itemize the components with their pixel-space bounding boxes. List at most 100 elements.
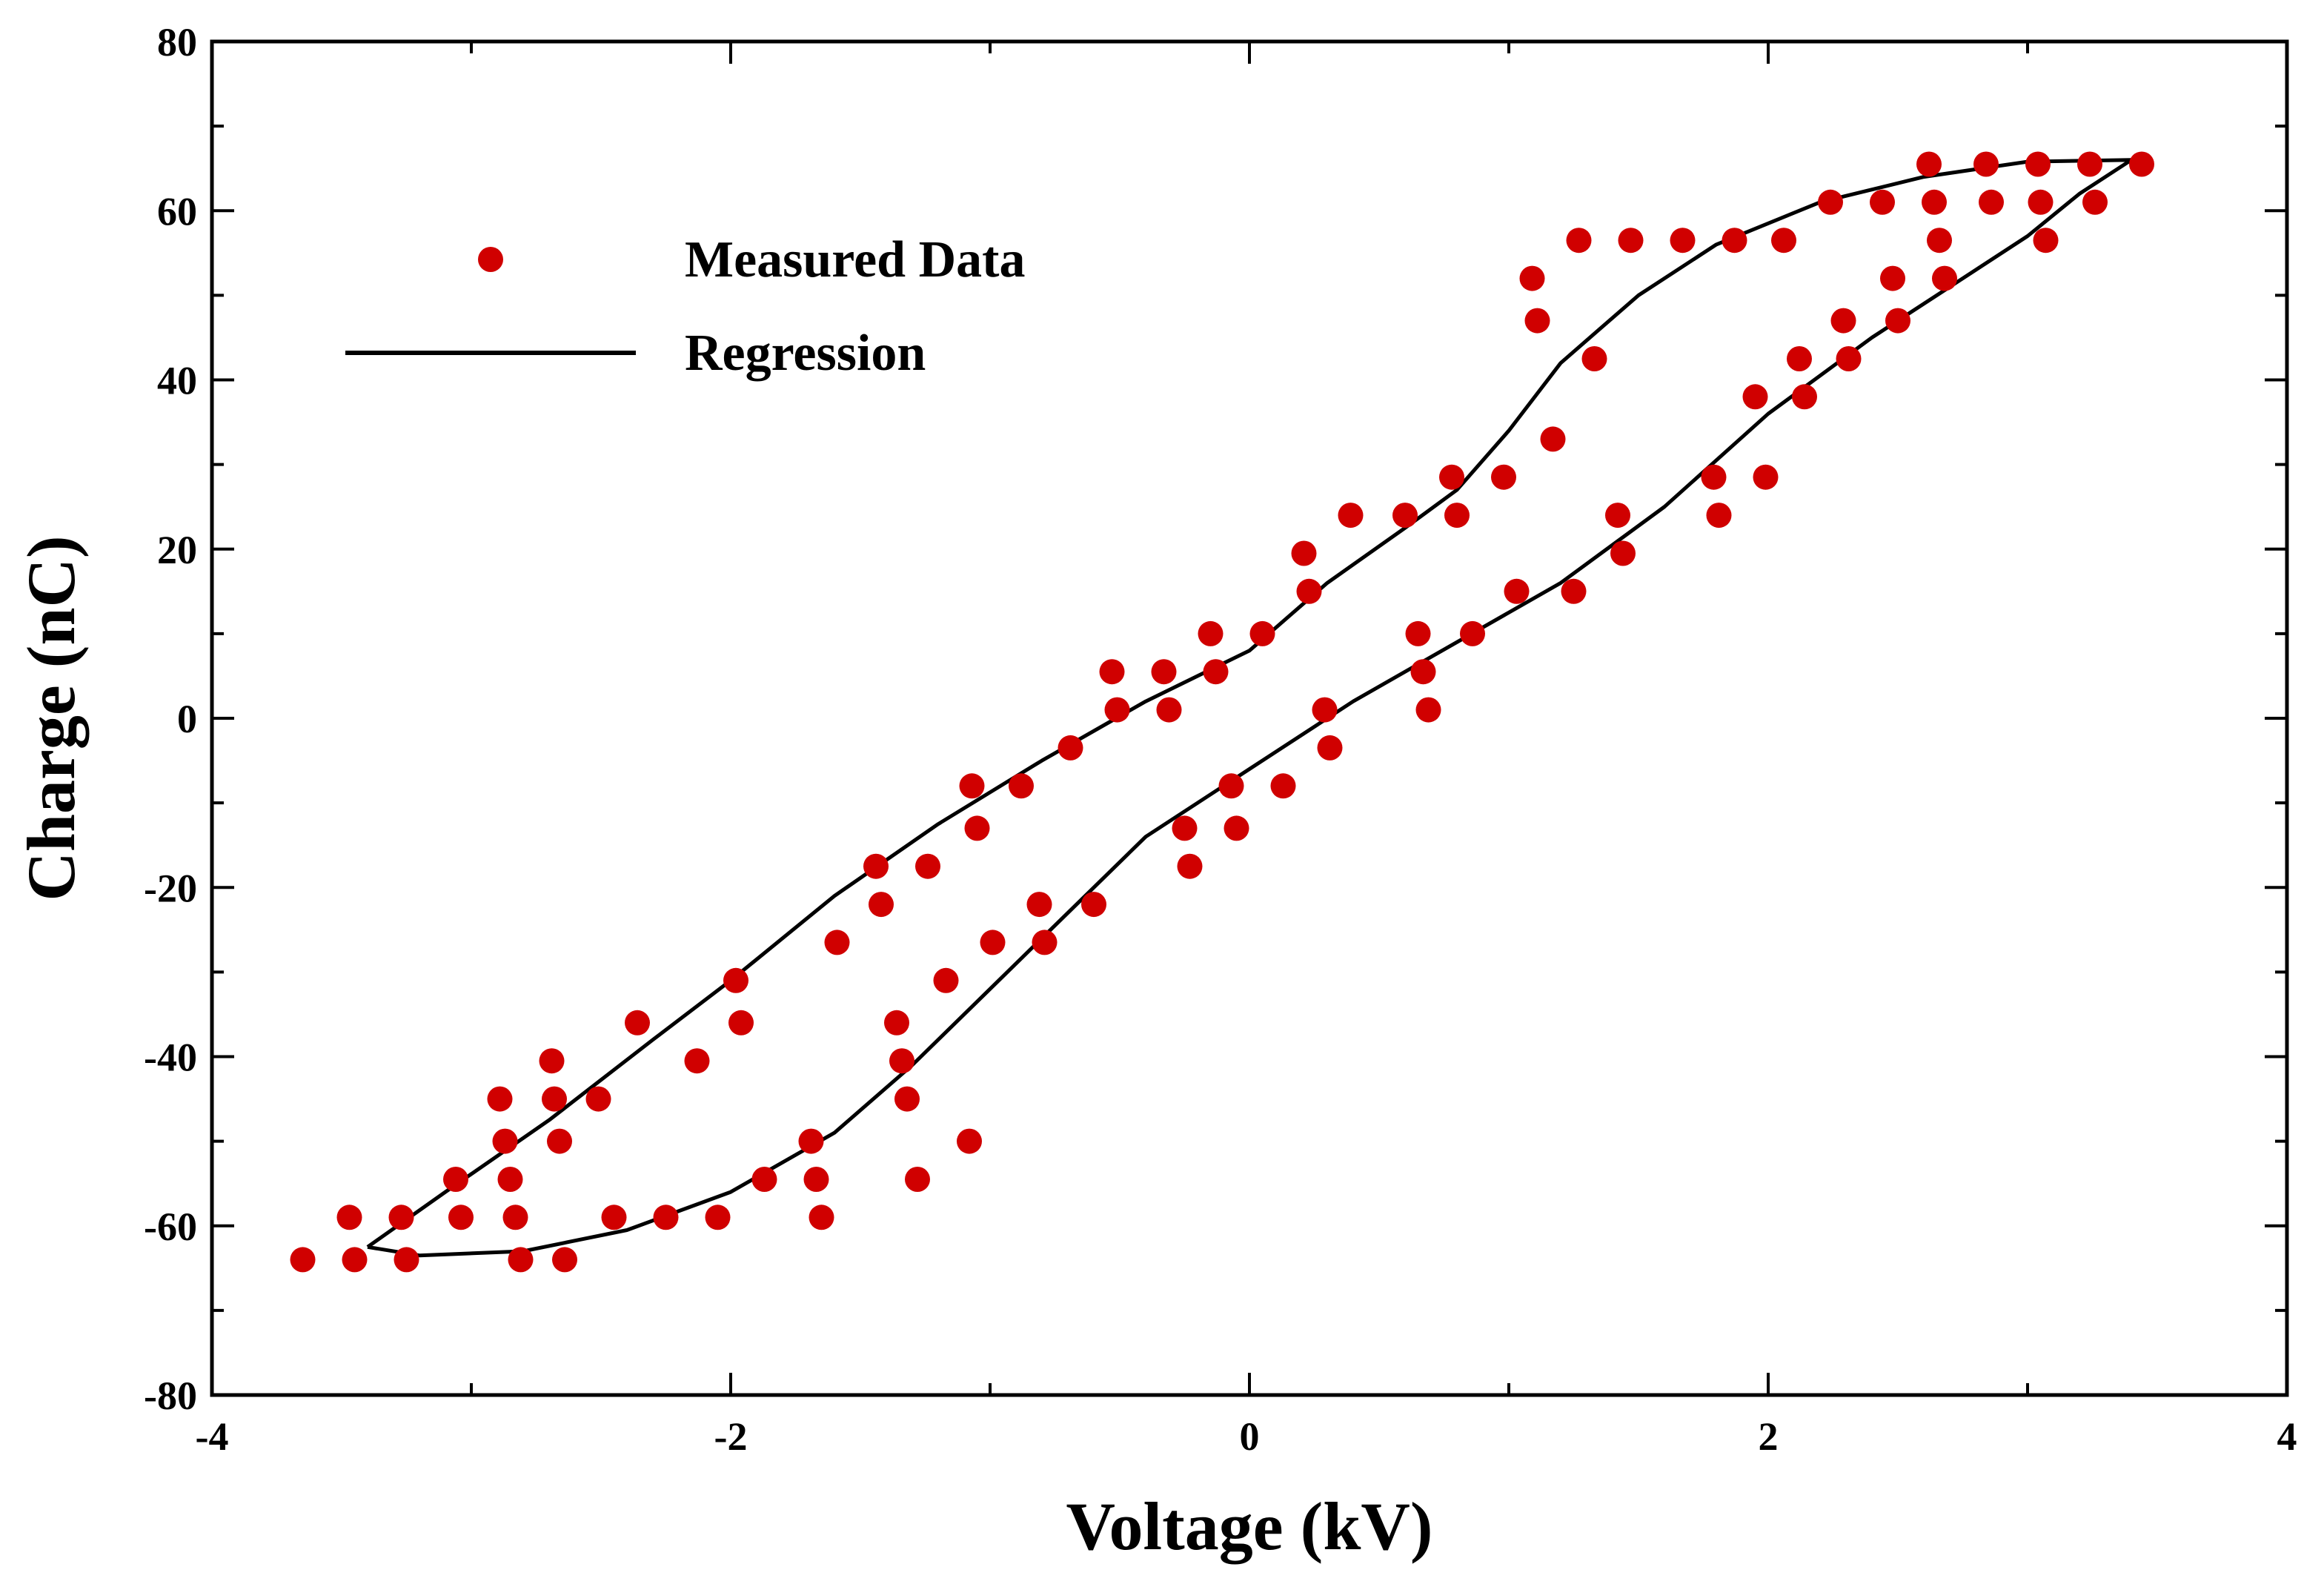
- data-point: [336, 1205, 362, 1230]
- data-point: [1792, 384, 1817, 410]
- data-point: [492, 1128, 518, 1154]
- data-point: [1405, 620, 1431, 646]
- data-point: [915, 853, 940, 879]
- data-point: [539, 1048, 565, 1074]
- data-point: [2129, 151, 2154, 177]
- data-point: [809, 1205, 834, 1230]
- data-point: [1818, 189, 1843, 215]
- data-point: [869, 892, 894, 918]
- data-point: [1026, 892, 1052, 918]
- data-point: [824, 930, 850, 955]
- data-point: [803, 1167, 829, 1192]
- data-point: [1224, 815, 1249, 841]
- y-tick-label: 40: [157, 359, 197, 403]
- data-point: [1540, 426, 1566, 452]
- data-point: [1203, 659, 1229, 685]
- legend: Measured Data Regression: [345, 231, 1025, 382]
- y-tick-label: -60: [144, 1205, 197, 1249]
- data-point: [1916, 151, 1942, 177]
- x-tick-labels: -4 -2 0 2 4: [196, 1414, 2297, 1459]
- data-point: [547, 1128, 572, 1154]
- data-point: [964, 815, 990, 841]
- y-tick-labels: -80 -60 -40 -20 0 20 40 60 80: [144, 20, 197, 1418]
- data-point: [1706, 503, 1732, 529]
- data-point: [1771, 228, 1796, 254]
- data-point: [2033, 228, 2059, 254]
- legend-label-regression: Regression: [685, 325, 926, 382]
- data-point: [552, 1247, 577, 1273]
- data-point: [1312, 697, 1338, 723]
- data-point: [1249, 620, 1275, 646]
- data-point: [751, 1167, 777, 1192]
- data-point: [1151, 659, 1177, 685]
- data-point: [290, 1247, 316, 1273]
- data-point: [889, 1048, 914, 1074]
- data-point: [905, 1167, 930, 1192]
- data-point: [625, 1010, 650, 1036]
- data-point: [1291, 540, 1317, 566]
- data-point: [1605, 503, 1630, 529]
- data-point: [1444, 503, 1470, 529]
- data-point: [1922, 189, 1947, 215]
- data-point: [1830, 308, 1856, 334]
- data-point: [487, 1086, 513, 1112]
- data-point: [980, 930, 1006, 955]
- data-point: [1317, 735, 1343, 761]
- data-point: [1439, 464, 1464, 490]
- data-point: [1618, 228, 1644, 254]
- data-point: [798, 1128, 824, 1154]
- data-point: [1410, 659, 1436, 685]
- x-tick-label: -4: [196, 1414, 229, 1459]
- data-point: [1156, 697, 1182, 723]
- data-point: [585, 1086, 611, 1112]
- data-point: [1099, 659, 1125, 685]
- data-point: [1979, 189, 2004, 215]
- data-point: [1415, 697, 1441, 723]
- data-point: [1610, 540, 1636, 566]
- data-point: [684, 1048, 710, 1074]
- data-point: [957, 1128, 982, 1154]
- data-point: [1491, 464, 1516, 490]
- data-point: [1032, 930, 1058, 955]
- data-point: [2077, 151, 2102, 177]
- data-point: [1870, 189, 1895, 215]
- data-point: [933, 967, 959, 993]
- data-point: [1561, 578, 1587, 604]
- data-point: [1566, 228, 1592, 254]
- plot-frame: [210, 39, 2289, 1397]
- data-point: [1885, 308, 1910, 334]
- data-point: [863, 853, 889, 879]
- data-point: [1670, 228, 1696, 254]
- data-point: [2028, 189, 2054, 215]
- legend-marker-measured: [478, 247, 503, 272]
- data-point: [705, 1205, 731, 1230]
- data-point: [1009, 773, 1034, 799]
- data-point: [1524, 308, 1550, 334]
- data-point: [508, 1247, 534, 1273]
- y-tick-label: 60: [157, 189, 197, 233]
- data-point: [1742, 384, 1768, 410]
- data-point: [1787, 346, 1812, 371]
- y-tick-label: -20: [144, 866, 197, 910]
- data-point: [728, 1010, 754, 1036]
- data-point: [2082, 189, 2108, 215]
- data-point: [443, 1167, 468, 1192]
- data-point: [1927, 228, 1952, 254]
- data-point: [542, 1086, 567, 1112]
- regression-line: [366, 158, 2134, 1258]
- data-point: [1701, 464, 1727, 490]
- data-point: [1081, 892, 1106, 918]
- data-point: [502, 1205, 528, 1230]
- data-point: [884, 1010, 909, 1036]
- data-point: [1932, 265, 1957, 291]
- x-tick-label: 2: [1759, 1414, 1779, 1459]
- data-point: [653, 1205, 679, 1230]
- data-point: [1392, 503, 1418, 529]
- data-point: [1218, 773, 1244, 799]
- y-axis-title: Charge (nC): [13, 535, 89, 901]
- data-point: [1504, 578, 1530, 604]
- data-point: [1973, 151, 1999, 177]
- data-point: [1172, 815, 1198, 841]
